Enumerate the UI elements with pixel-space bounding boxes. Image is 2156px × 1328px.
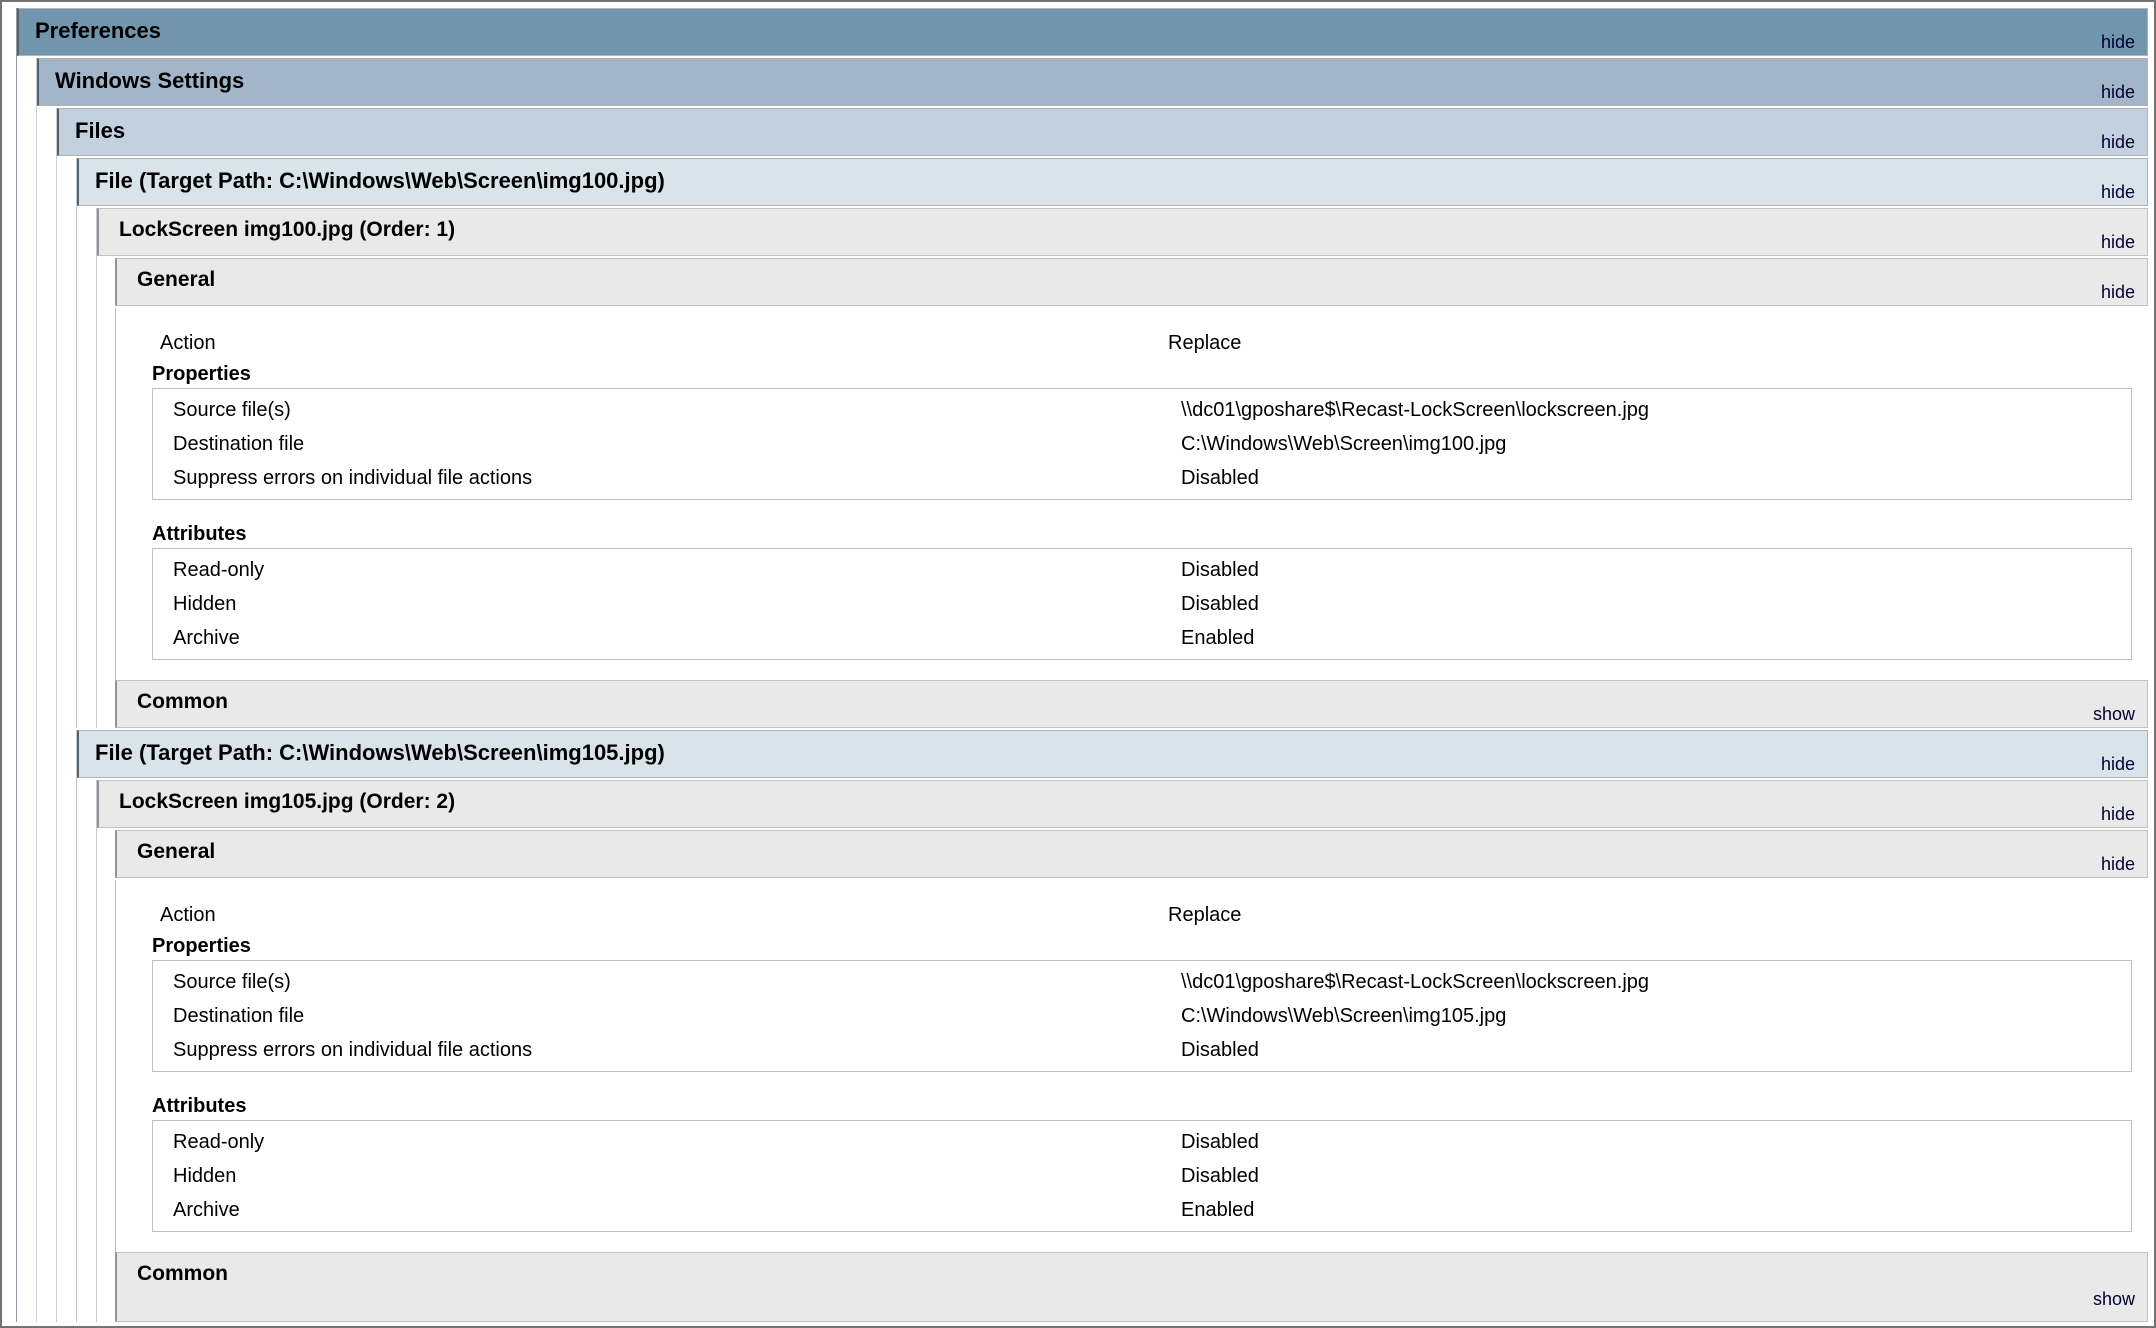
row-label: Source file(s) <box>173 398 291 421</box>
row-value: C:\Windows\Web\Screen\img105.jpg <box>1181 1004 1507 1027</box>
table-row: Archive Enabled <box>153 621 2131 655</box>
windows-settings-toggle-link[interactable]: hide <box>2100 82 2135 102</box>
row-value: \\dc01\gposhare$\Recast-LockScreen\locks… <box>1181 398 1650 421</box>
row-value: C:\Windows\Web\Screen\img100.jpg <box>1181 432 1507 455</box>
general-section-img105: General hide Action Replace Properties <box>115 830 2148 1252</box>
row-label: Destination file <box>173 432 305 455</box>
table-row: Hidden Disabled <box>153 1159 2131 1193</box>
general-img105-toggle-link[interactable]: hide <box>2100 854 2135 874</box>
file-img100-toggle-link[interactable]: hide <box>2100 182 2135 202</box>
windows-settings-header-band[interactable]: Windows Settings hide <box>37 58 2148 106</box>
table-row: Source file(s) \\dc01\gposhare$\Recast-L… <box>153 393 2131 427</box>
row-label: Source file(s) <box>173 970 291 993</box>
lockscreen-img100-title: LockScreen img100.jpg (Order: 1) <box>119 218 456 241</box>
general-img100-title: General <box>137 268 216 291</box>
row-label: Destination file <box>173 1004 305 1027</box>
lockscreen-img100-item: LockScreen img100.jpg (Order: 1) hide Ge… <box>96 208 2148 728</box>
common-img100-toggle-link[interactable]: show <box>2092 704 2135 724</box>
action-row: Action Replace <box>152 898 2132 932</box>
action-value: Replace <box>1168 903 1242 926</box>
row-label: Suppress errors on individual file actio… <box>173 1038 533 1061</box>
files-title: Files <box>75 118 126 143</box>
attributes-heading: Attributes <box>152 523 247 545</box>
action-row: Action Replace <box>152 326 2132 360</box>
common-img100-title: Common <box>137 690 228 713</box>
row-value: Disabled <box>1181 558 1259 581</box>
common-section-img105: Common show <box>115 1252 2148 1322</box>
common-section-img100: Common show <box>115 680 2148 728</box>
preferences-header-band[interactable]: Preferences hide <box>17 8 2148 56</box>
lockscreen-img105-item: LockScreen img105.jpg (Order: 2) hide Ge… <box>96 780 2148 1322</box>
common-img100-header-band[interactable]: Common show <box>115 680 2148 728</box>
row-value: Disabled <box>1181 466 1259 489</box>
section-windows-settings: Windows Settings hide Files hide File (T… <box>36 58 2148 1322</box>
preferences-title: Preferences <box>35 18 161 43</box>
row-label: Hidden <box>173 592 237 615</box>
common-img105-toggle-link[interactable]: show <box>2092 1289 2135 1309</box>
lockscreen-img100-toggle-link[interactable]: hide <box>2100 232 2135 252</box>
table-row: Archive Enabled <box>153 1193 2131 1227</box>
file-img100-title: File (Target Path: C:\Windows\Web\Screen… <box>95 168 665 193</box>
general-img105-content: Action Replace Properties Source file(s)… <box>115 880 2148 1252</box>
windows-settings-title: Windows Settings <box>55 68 245 93</box>
row-value: Enabled <box>1181 626 1255 649</box>
general-section-img100: General hide Action Replace Properties <box>115 258 2148 680</box>
table-row: Destination file C:\Windows\Web\Screen\i… <box>153 427 2131 461</box>
preferences-toggle-link[interactable]: hide <box>2100 32 2135 52</box>
table-row: Read-only Disabled <box>153 553 2131 587</box>
file-img105-title: File (Target Path: C:\Windows\Web\Screen… <box>95 740 665 765</box>
row-value: Disabled <box>1181 1164 1259 1187</box>
row-value: \\dc01\gposhare$\Recast-LockScreen\locks… <box>1181 970 1650 993</box>
file-entry-img105: File (Target Path: C:\Windows\Web\Screen… <box>76 730 2148 1322</box>
section-files: Files hide File (Target Path: C:\Windows… <box>56 108 2148 1322</box>
row-label: Archive <box>173 1198 240 1221</box>
file-img105-toggle-link[interactable]: hide <box>2100 754 2135 774</box>
attributes-table: Read-only Disabled Hidden Disabled Archi… <box>152 548 2132 660</box>
general-img105-header-band[interactable]: General hide <box>115 830 2148 878</box>
table-row: Read-only Disabled <box>153 1125 2131 1159</box>
row-label: Read-only <box>173 1130 265 1153</box>
files-toggle-link[interactable]: hide <box>2100 132 2135 152</box>
general-img100-content: Action Replace Properties Source file(s)… <box>115 308 2148 680</box>
row-value: Disabled <box>1181 1038 1259 1061</box>
table-row: Suppress errors on individual file actio… <box>153 1033 2131 1067</box>
files-header-band[interactable]: Files hide <box>57 108 2148 156</box>
common-img105-header-band[interactable]: Common show <box>115 1252 2148 1322</box>
action-value: Replace <box>1168 331 1242 354</box>
table-row: Destination file C:\Windows\Web\Screen\i… <box>153 999 2131 1033</box>
attributes-heading: Attributes <box>152 1095 247 1117</box>
general-img100-toggle-link[interactable]: hide <box>2100 282 2135 302</box>
action-label: Action <box>160 331 216 354</box>
properties-table: Source file(s) \\dc01\gposhare$\Recast-L… <box>152 388 2132 500</box>
general-img100-header-band[interactable]: General hide <box>115 258 2148 306</box>
lockscreen-img100-header-band[interactable]: LockScreen img100.jpg (Order: 1) hide <box>97 208 2148 256</box>
section-preferences: Preferences hide Windows Settings hide F… <box>16 8 2148 1322</box>
row-label: Suppress errors on individual file actio… <box>173 466 533 489</box>
file-entry-img100: File (Target Path: C:\Windows\Web\Screen… <box>76 158 2148 728</box>
file-img105-header-band[interactable]: File (Target Path: C:\Windows\Web\Screen… <box>77 730 2148 778</box>
lockscreen-img105-toggle-link[interactable]: hide <box>2100 804 2135 824</box>
lockscreen-img105-header-band[interactable]: LockScreen img105.jpg (Order: 2) hide <box>97 780 2148 828</box>
row-value: Disabled <box>1181 1130 1259 1153</box>
action-label: Action <box>160 903 216 926</box>
common-img105-title: Common <box>137 1262 228 1285</box>
table-row: Suppress errors on individual file actio… <box>153 461 2131 495</box>
row-label: Read-only <box>173 558 265 581</box>
lockscreen-img105-title: LockScreen img105.jpg (Order: 2) <box>119 790 456 813</box>
properties-heading: Properties <box>152 363 251 385</box>
properties-heading: Properties <box>152 935 251 957</box>
row-value: Enabled <box>1181 1198 1255 1221</box>
row-value: Disabled <box>1181 592 1259 615</box>
attributes-table: Read-only Disabled Hidden Disabled Archi… <box>152 1120 2132 1232</box>
general-img105-title: General <box>137 840 216 863</box>
row-label: Archive <box>173 626 240 649</box>
file-img100-header-band[interactable]: File (Target Path: C:\Windows\Web\Screen… <box>77 158 2148 206</box>
properties-table: Source file(s) \\dc01\gposhare$\Recast-L… <box>152 960 2132 1072</box>
row-label: Hidden <box>173 1164 237 1187</box>
table-row: Source file(s) \\dc01\gposhare$\Recast-L… <box>153 965 2131 999</box>
table-row: Hidden Disabled <box>153 587 2131 621</box>
